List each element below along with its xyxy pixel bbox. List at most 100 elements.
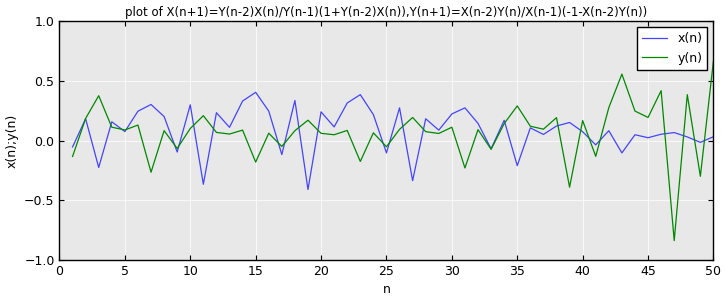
x(n) — [304, 188, 313, 191]
y(n) — [134, 123, 142, 127]
y(n) — [565, 185, 574, 189]
x(n) — [617, 151, 626, 155]
x(n) — [487, 147, 496, 151]
x(n) — [278, 153, 286, 156]
x(n) — [212, 111, 221, 114]
x(n) — [382, 151, 391, 155]
x(n) — [134, 109, 142, 113]
x(n) — [539, 133, 547, 136]
y(n) — [238, 128, 247, 132]
y(n) — [487, 147, 496, 151]
x(n) — [356, 93, 365, 96]
x(n) — [95, 166, 103, 169]
y(n) — [304, 118, 313, 122]
x(n) — [265, 109, 273, 113]
x(n) — [395, 106, 404, 110]
x(n) — [565, 121, 574, 124]
y(n) — [330, 133, 339, 137]
x(n) — [513, 164, 521, 167]
y(n) — [199, 114, 208, 117]
y(n) — [160, 129, 169, 133]
y(n) — [591, 155, 600, 158]
y(n) — [709, 59, 718, 63]
y(n) — [212, 130, 221, 134]
y(n) — [278, 145, 286, 148]
x(n) — [448, 112, 457, 116]
y(n) — [409, 116, 417, 119]
y(n) — [656, 89, 665, 92]
y(n) — [225, 132, 234, 136]
x(n) — [81, 117, 90, 120]
y(n) — [474, 128, 483, 131]
x(n) — [670, 131, 678, 134]
y(n) — [604, 106, 613, 109]
x(n) — [409, 179, 417, 182]
x(n) — [199, 182, 208, 186]
y(n) — [173, 147, 182, 150]
Y-axis label: x(n);y(n): x(n);y(n) — [6, 114, 19, 168]
Line: y(n): y(n) — [73, 61, 713, 241]
x(n) — [461, 106, 470, 110]
y(n) — [95, 94, 103, 98]
y(n) — [696, 175, 704, 178]
y(n) — [186, 127, 195, 130]
x(n) — [121, 130, 129, 133]
y(n) — [643, 116, 652, 119]
y(n) — [343, 129, 352, 132]
y(n) — [395, 127, 404, 131]
x(n) — [147, 103, 156, 106]
x(n) — [683, 135, 691, 139]
y(n) — [291, 129, 300, 133]
y(n) — [369, 131, 378, 135]
y(n) — [252, 160, 260, 164]
x(n) — [709, 135, 718, 139]
x(n) — [696, 140, 704, 144]
y(n) — [356, 160, 365, 163]
Legend: x(n), y(n): x(n), y(n) — [637, 27, 707, 70]
x(n) — [474, 122, 483, 125]
x(n) — [173, 150, 182, 154]
y(n) — [422, 130, 430, 133]
y(n) — [265, 131, 273, 135]
x(n) — [656, 132, 665, 136]
x(n) — [435, 128, 443, 132]
x(n) — [604, 129, 613, 133]
Title: plot of X(n+1)=Y(n-2)X(n)/Y(n-1)(1+Y(n-2)X(n)),Y(n+1)=X(n-2)Y(n)/X(n-1)(-1-X(n-2: plot of X(n+1)=Y(n-2)X(n)/Y(n-1)(1+Y(n-2… — [125, 5, 648, 18]
y(n) — [539, 127, 547, 131]
x(n) — [343, 101, 352, 105]
y(n) — [382, 145, 391, 149]
y(n) — [121, 128, 129, 132]
y(n) — [526, 124, 534, 128]
x(n) — [160, 115, 169, 118]
y(n) — [317, 131, 326, 135]
x(n) — [317, 110, 326, 114]
x(n) — [238, 99, 247, 103]
y(n) — [68, 155, 77, 158]
y(n) — [670, 239, 678, 243]
y(n) — [448, 125, 457, 129]
y(n) — [147, 170, 156, 174]
y(n) — [617, 72, 626, 76]
y(n) — [499, 122, 508, 125]
x(n) — [552, 124, 561, 128]
x(n) — [578, 130, 587, 133]
x(n) — [291, 99, 300, 102]
x(n) — [68, 145, 77, 149]
x(n) — [369, 113, 378, 117]
x(n) — [330, 125, 339, 129]
x(n) — [422, 117, 430, 120]
x(n) — [630, 133, 639, 137]
x(n) — [225, 126, 234, 129]
x(n) — [499, 118, 508, 122]
y(n) — [81, 117, 90, 120]
y(n) — [435, 132, 443, 135]
X-axis label: n: n — [382, 284, 390, 297]
x(n) — [591, 143, 600, 147]
Line: x(n): x(n) — [73, 92, 713, 190]
x(n) — [526, 126, 534, 130]
x(n) — [252, 91, 260, 94]
y(n) — [461, 166, 470, 170]
y(n) — [630, 109, 639, 113]
x(n) — [108, 120, 116, 124]
x(n) — [186, 103, 195, 107]
